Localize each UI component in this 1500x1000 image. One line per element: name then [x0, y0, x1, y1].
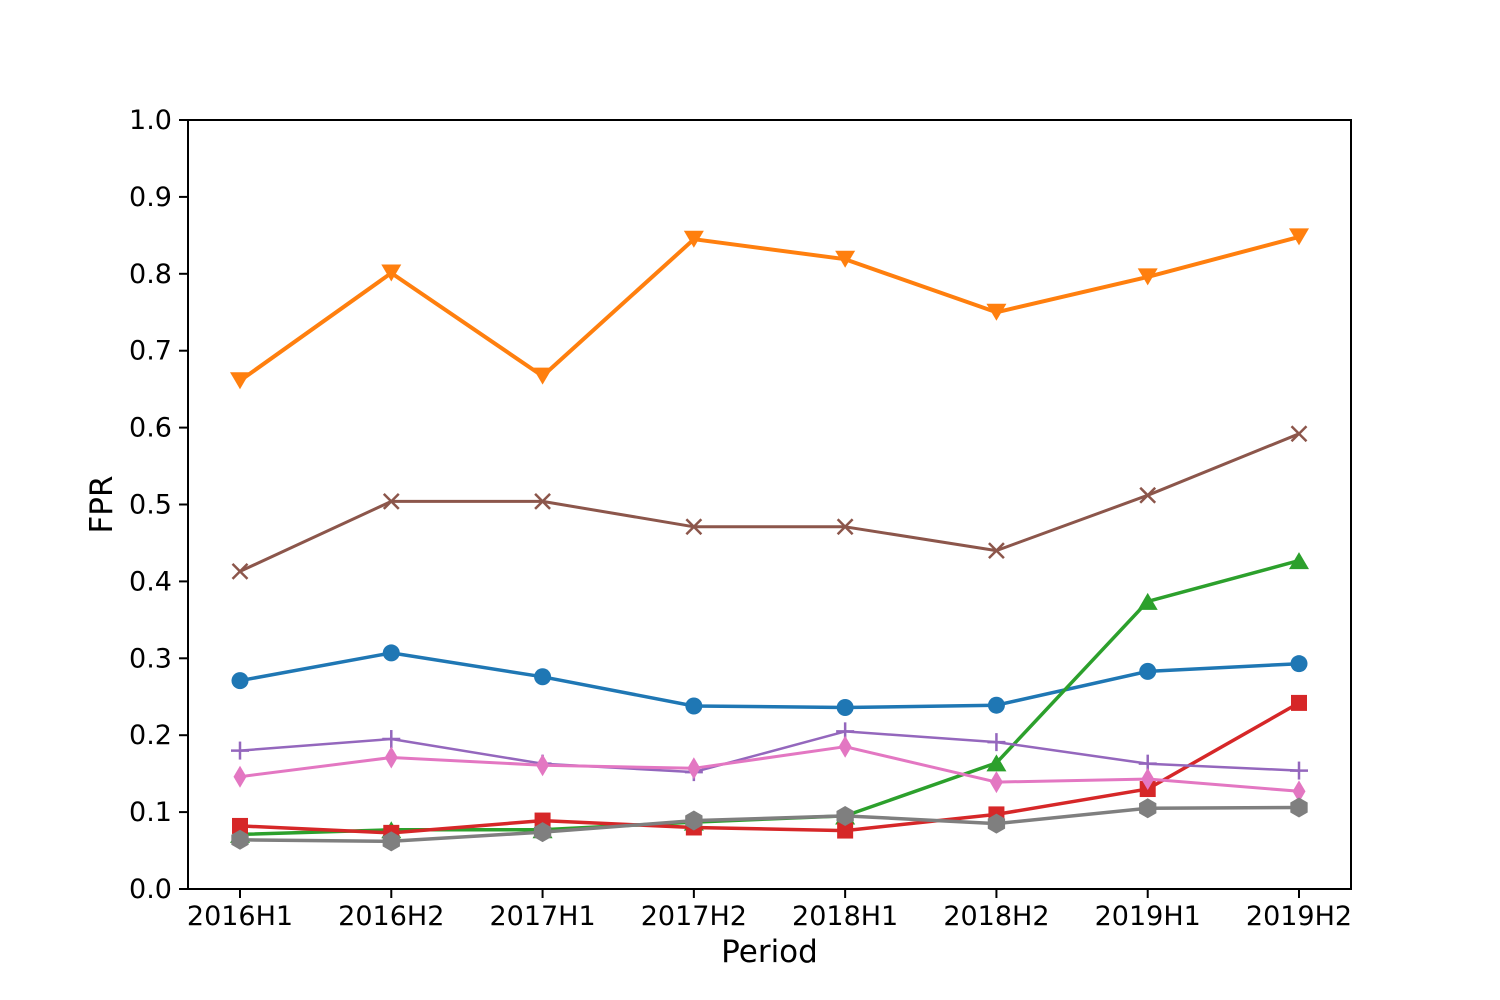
series-3-green-triangle-up-marker	[1289, 552, 1309, 570]
series-8-gray-hexagon-marker	[685, 810, 703, 831]
series-1-blue-circle-marker	[1139, 662, 1157, 680]
y-tick-label: 0.2	[129, 720, 172, 751]
x-tick-label: 2017H2	[641, 901, 747, 932]
series-1-blue-circle-marker	[987, 696, 1005, 714]
series-1-blue-circle-marker	[534, 668, 552, 686]
plot-area-border	[187, 119, 1352, 890]
series-5-purple-plus-marker	[231, 741, 249, 760]
series-2-orange-triangle-down-marker	[381, 264, 402, 282]
y-tick-label: 0.5	[129, 490, 172, 521]
series-6-brown-x-marker	[685, 518, 703, 536]
series-8-gray-hexagon	[231, 797, 1308, 852]
y-tick-label: 0.1	[129, 797, 172, 828]
series-8-gray-hexagon-marker	[382, 831, 400, 852]
series-8-gray-hexagon-line	[238, 805, 1301, 844]
x-tick-label: 2019H2	[1246, 901, 1352, 932]
series-6-brown-x-marker	[836, 518, 854, 536]
series-2-orange-triangle-down-marker	[1137, 268, 1158, 286]
series-1-blue-circle	[231, 644, 1308, 717]
y-tick-label: 0.6	[129, 413, 172, 444]
series-8-gray-hexagon-marker	[231, 829, 249, 850]
series-1-blue-circle-marker	[231, 672, 249, 690]
y-tick-label: 1.0	[129, 105, 172, 136]
series-3-green-triangle-up-marker	[1137, 592, 1158, 610]
series-6-brown-x-marker	[988, 542, 1005, 560]
series-7-pink-thin-diamond-marker	[989, 771, 1003, 794]
x-axis-label: Period	[721, 934, 818, 970]
x-tick-label: 2018H1	[792, 901, 898, 932]
series-6-brown-x-marker	[1290, 425, 1308, 443]
series-6-brown-x-line	[238, 432, 1301, 573]
series-5-purple-plus-line	[238, 730, 1301, 774]
series-1-blue-circle-marker	[382, 644, 400, 662]
series-4-red-square	[232, 694, 1307, 841]
y-tick-label: 0.4	[129, 566, 172, 597]
series-8-gray-hexagon-marker	[987, 813, 1006, 834]
series-6-brown-x	[231, 425, 1308, 580]
series-7-pink-thin-diamond-marker	[838, 735, 852, 758]
series-2-orange-triangle-down-marker	[683, 230, 704, 248]
series-7-pink-thin-diamond-marker	[384, 746, 398, 769]
y-axis-label: FPR	[84, 475, 120, 533]
x-tick-label: 2019H1	[1095, 901, 1201, 932]
y-tick-label: 0.8	[129, 259, 172, 290]
series-7-pink-thin-diamond-marker	[687, 757, 701, 780]
x-tick-label: 2017H1	[489, 901, 595, 932]
series-4-red-square-marker	[837, 822, 854, 839]
series-1-blue-circle-marker	[1290, 655, 1308, 673]
series-8-gray-hexagon-marker	[533, 822, 552, 843]
series-7-pink-thin-diamond-marker	[1141, 768, 1155, 791]
series-8-gray-hexagon-marker	[1139, 798, 1157, 819]
series-3-green-triangle-up-marker	[986, 754, 1007, 772]
series-2-orange-triangle-down-line	[238, 234, 1301, 383]
series-6-brown-x-marker	[1139, 486, 1157, 504]
series-4-red-square-line	[238, 701, 1301, 835]
series-2-orange-triangle-down	[230, 228, 1309, 390]
series-7-pink-thin-diamond-marker	[233, 765, 247, 788]
y-tick-label: 0.0	[129, 874, 172, 905]
series-2-orange-triangle-down-marker	[230, 372, 250, 390]
series-5-purple-plus-marker	[1290, 761, 1308, 780]
series-2-orange-triangle-down-marker	[835, 250, 856, 268]
series-7-pink-thin-diamond-marker	[536, 754, 550, 777]
x-tick-label: 2016H1	[187, 901, 293, 932]
series-1-blue-circle-line	[238, 651, 1301, 710]
series-2-orange-triangle-down-marker	[1289, 228, 1309, 246]
series-6-brown-x-marker	[231, 563, 249, 580]
series-2-orange-triangle-down-marker	[986, 303, 1007, 321]
x-tick-label: 2016H2	[338, 901, 444, 932]
y-tick-label: 0.3	[129, 643, 172, 674]
series-4-red-square-marker	[232, 817, 248, 834]
series-6-brown-x-marker	[534, 493, 551, 510]
series-1-blue-circle-marker	[836, 699, 854, 717]
series-7-pink-thin-diamond	[233, 735, 1306, 803]
y-tick-label: 0.9	[129, 182, 172, 213]
x-tick-label: 2018H2	[943, 901, 1049, 932]
series-4-red-square-marker	[1291, 694, 1307, 711]
series-7-pink-thin-diamond-marker	[1292, 780, 1306, 803]
series-8-gray-hexagon-marker	[1290, 797, 1308, 818]
series-8-gray-hexagon-marker	[836, 805, 854, 826]
series-5-purple-plus-marker	[987, 733, 1006, 752]
series-5-purple-plus-marker	[382, 730, 401, 749]
series-2-orange-triangle-down-marker	[532, 367, 553, 385]
y-tick-label: 0.7	[129, 336, 172, 367]
series-7-pink-thin-diamond-line	[238, 745, 1301, 793]
series-6-brown-x-marker	[382, 493, 400, 510]
series-1-blue-circle-marker	[685, 697, 703, 715]
